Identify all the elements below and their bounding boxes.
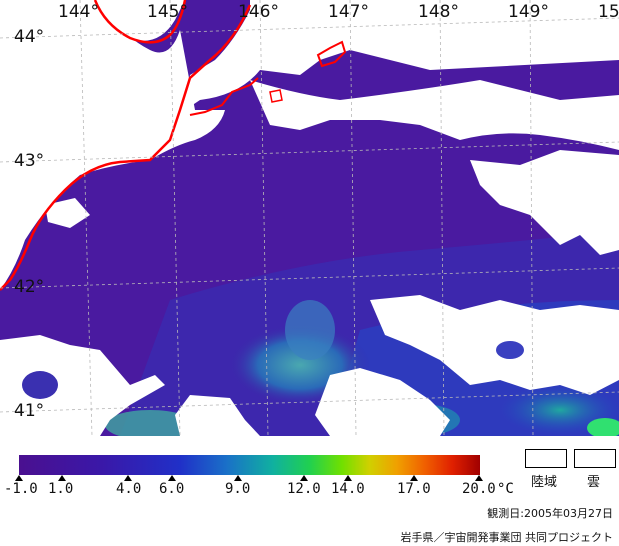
land-legend-box	[525, 449, 567, 468]
sea-surface-temperature-map	[0, 0, 619, 436]
cloud-southeast	[370, 295, 619, 395]
coastline-peninsula	[0, 4, 252, 291]
colorbar-tick	[300, 475, 308, 481]
cloud-north	[250, 80, 619, 150]
colorbar-tick-label: 12.0	[287, 481, 321, 497]
colorbar-tick	[475, 475, 483, 481]
cloud-legend-label: 雲	[587, 475, 601, 490]
latitude-label-42: 42°	[14, 277, 45, 297]
coastline-hokkaido	[93, 0, 187, 44]
warm-water-corner	[587, 418, 619, 436]
colorbar-tick	[234, 475, 242, 481]
longitude-label-150: 15	[598, 2, 619, 22]
colorbar-tick	[410, 475, 418, 481]
longitude-label-147: 147°	[328, 2, 369, 22]
longitude-label-145: 145°	[147, 2, 188, 22]
colorbar-tick-label: 9.0	[225, 481, 251, 497]
cloud-south-island	[175, 395, 260, 436]
coastline-islands	[189, 77, 259, 116]
colorbar-tick-label: 17.0	[397, 481, 431, 497]
colorbar-unit: °C	[497, 481, 514, 497]
land-hokkaido	[0, 0, 619, 110]
warm-water-plume-2	[285, 300, 335, 360]
cloud-west	[45, 198, 90, 228]
colorbar-tick-label: 4.0	[116, 481, 142, 497]
colorbar-tick	[344, 475, 352, 481]
graticule	[0, 0, 619, 436]
cloud-legend-box	[574, 449, 616, 468]
colorbar-tick	[15, 475, 23, 481]
sea-gap	[22, 371, 58, 399]
colorbar-tick-label: 14.0	[331, 481, 365, 497]
cloud-south-center	[315, 368, 450, 436]
longitude-label-144: 144°	[58, 2, 99, 22]
cloud-east	[470, 150, 619, 255]
observation-date: 観測日:2005年03月27日	[487, 507, 613, 520]
colorbar-tick-label: 1.0	[48, 481, 74, 497]
colorbar-tick	[58, 475, 66, 481]
cloud-southwest	[0, 335, 165, 436]
colorbar-tick-label: -1.0	[4, 481, 38, 497]
sea-gap-2	[496, 341, 524, 359]
latitude-label-44: 44°	[14, 27, 45, 47]
temperature-colorbar	[19, 455, 480, 475]
coastline-small-island	[269, 89, 283, 103]
colorbar-tick-label: 20.0	[462, 481, 496, 497]
coastline-east-island	[316, 40, 347, 68]
warm-water-southeast	[500, 385, 619, 435]
longitude-label-146: 146°	[238, 2, 279, 22]
credit-text: 岩手県／宇宙開発事業団 共同プロジェクト	[400, 531, 614, 544]
latitude-label-43: 43°	[14, 151, 45, 171]
land-hokkaido-coast	[0, 0, 225, 290]
colorbar-tick-label: 6.0	[159, 481, 185, 497]
land-legend-label: 陸域	[531, 475, 558, 490]
warm-water-south	[105, 410, 195, 436]
longitude-label-149: 149°	[508, 2, 549, 22]
longitude-label-148: 148°	[418, 2, 459, 22]
colorbar-tick	[124, 475, 132, 481]
latitude-label-41: 41°	[14, 401, 45, 421]
colorbar-tick	[168, 475, 176, 481]
